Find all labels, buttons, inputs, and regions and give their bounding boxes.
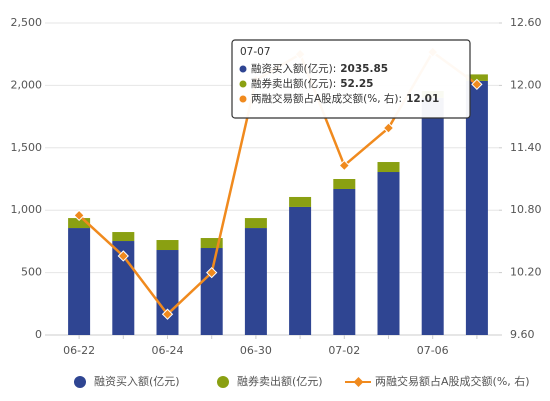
bar [377, 172, 400, 335]
tooltip-value: 2035.85 [340, 63, 388, 75]
tooltip-dot [239, 95, 247, 103]
y2-tick-label: 10.80 [510, 203, 542, 216]
tooltip-title: 07-07 [240, 46, 271, 58]
bar [333, 188, 356, 335]
bar [377, 162, 400, 173]
bar [465, 74, 488, 81]
line-point [471, 78, 483, 91]
tooltip-dot [239, 65, 247, 73]
x-tick-label: 07-06 [417, 344, 449, 357]
bar [156, 240, 179, 251]
bar [333, 179, 356, 189]
tooltip-label: 融券卖出额(亿元): [251, 77, 336, 90]
tooltip-value: 12.01 [406, 93, 439, 105]
tooltip-label: 融券卖出额(亿元): 52.25 [251, 77, 373, 90]
tooltip: 07-07 融资买入额(亿元): 2035.85 融券卖出额(亿元): 52.25 两融交… [231, 39, 471, 119]
bar [289, 196, 312, 207]
legend-swatch [353, 377, 364, 387]
y-tick-label: 1,500 [11, 141, 43, 154]
tooltip-dot [239, 80, 247, 88]
bar [289, 206, 312, 335]
tooltip-value: 52.25 [340, 78, 373, 90]
bar [68, 228, 91, 335]
y-tick-label: 2,500 [11, 16, 43, 29]
legend-swatch [74, 376, 86, 388]
bar [112, 232, 135, 242]
legend-swatch [217, 376, 229, 388]
y-tick-label: 0 [35, 328, 42, 341]
legend: 融资买入额(亿元) 融券卖出额(亿元) 两融交易额占A股成交额(%, 右) [74, 374, 530, 388]
x-tick-label: 06-30 [240, 344, 272, 357]
legend-label: 两融交易额占A股成交额(%, 右) [375, 374, 530, 388]
bar [421, 97, 444, 335]
bar [244, 228, 267, 335]
y2-tick-label: 10.20 [510, 266, 542, 279]
y-tick-label: 1,000 [11, 203, 43, 216]
bar [244, 218, 267, 229]
bar [200, 248, 223, 335]
line-point [161, 308, 174, 320]
x-tick-label: 06-22 [63, 344, 95, 357]
legend-label: 融资买入额(亿元) [94, 375, 180, 388]
y-tick-label: 2,000 [11, 78, 43, 91]
line-point [117, 250, 129, 262]
line-point [73, 209, 85, 222]
x-tick-label: 07-02 [328, 344, 360, 357]
y2-tick-label: 12.60 [510, 16, 542, 29]
line-point [206, 266, 218, 279]
bar [68, 218, 91, 229]
line-point [382, 122, 395, 134]
x-tick-label: 06-24 [152, 344, 184, 357]
legend-label: 融券卖出额(亿元) [237, 374, 323, 388]
line-point [338, 159, 350, 172]
tooltip-label: 两融交易额占A股成交额(%, 右): 12.01 [251, 92, 439, 105]
tooltip-label: 两融交易额占A股成交额(%, 右): [251, 92, 402, 105]
tooltip-box [231, 39, 471, 119]
y2-tick-label: 12.00 [510, 78, 542, 91]
bar [156, 250, 179, 335]
y2-tick-label: 11.40 [510, 141, 542, 154]
y-tick-label: 500 [21, 266, 42, 279]
tooltip-label: 融资买入额(亿元): 2035.85 [251, 62, 388, 75]
tooltip-label: 融资买入额(亿元): [251, 62, 336, 75]
bar [200, 238, 223, 249]
y2-tick-label: 9.60 [510, 328, 535, 341]
bar [465, 80, 488, 335]
